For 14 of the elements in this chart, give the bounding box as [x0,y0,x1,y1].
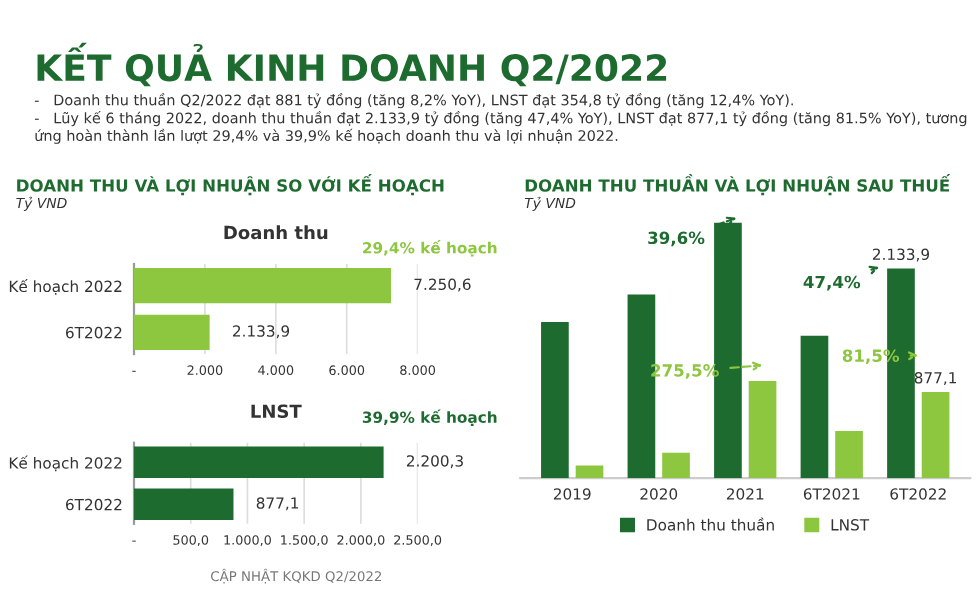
bar [541,322,569,479]
text: KẾT QUẢ KINH DOANH Q2/2022 [37,42,667,87]
chart-title: Doanh thu [224,225,328,240]
annotation: 47,4% [803,275,861,291]
bar [575,465,604,479]
chart-title: DOANH THU THUẦN VÀ LỢI NHUẬN SAU THUẾ [525,174,951,196]
bar [748,380,777,479]
bar [835,431,863,479]
bar [921,392,950,479]
annotation: 39,6% [648,231,705,247]
bar [800,335,829,479]
bar [662,452,690,479]
chart-title: LNST [251,404,302,419]
text: DOANH THU VÀ LỢI NHUẬN SO VỚI KẾ HOẠCH [17,174,444,196]
